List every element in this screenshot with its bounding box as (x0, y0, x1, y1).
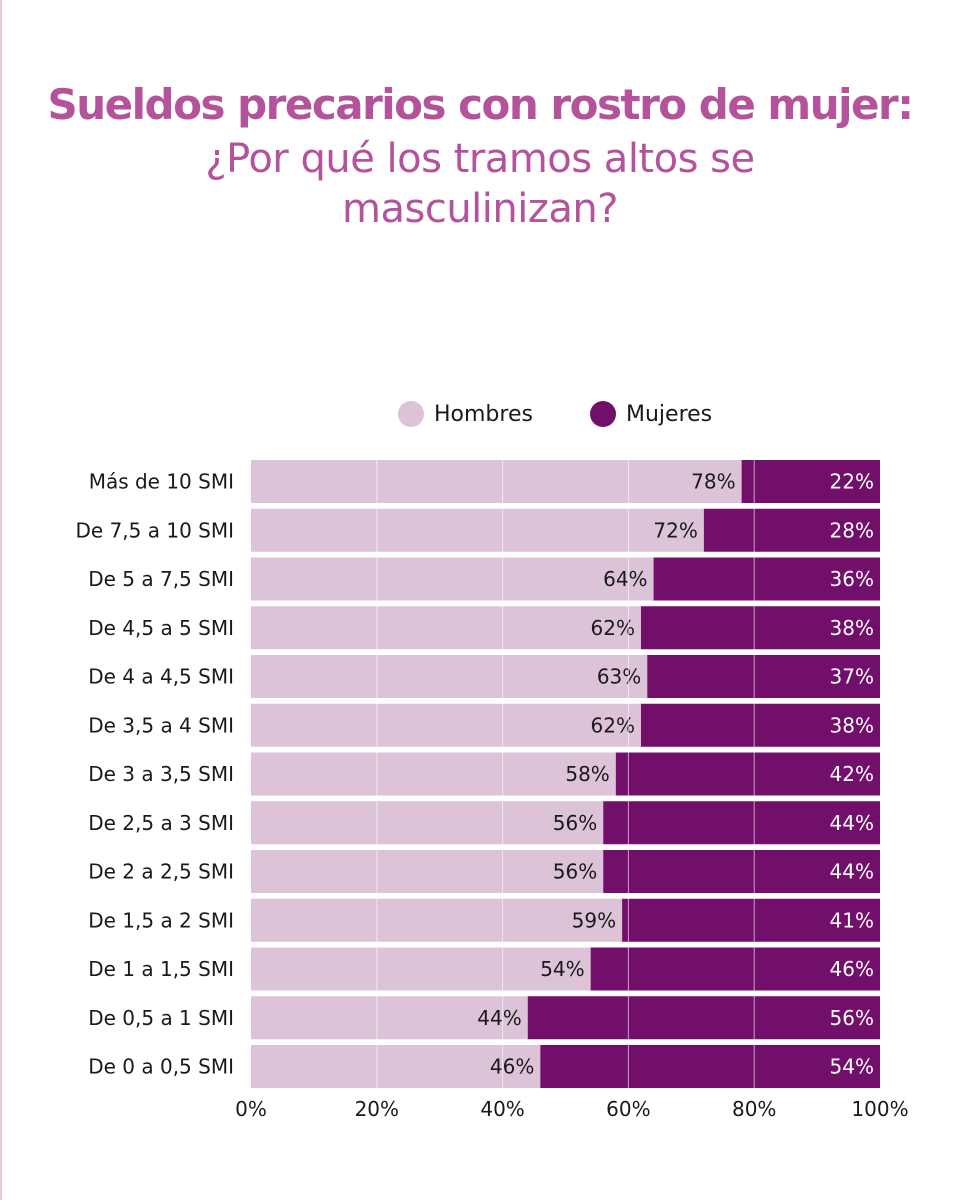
header: Sueldos precarios con rostro de mujer: ¿… (0, 78, 960, 234)
value-label-hombres: 46% (490, 1055, 534, 1079)
value-label-hombres: 56% (553, 860, 597, 884)
stacked-bar-chart: Más de 10 SMI 78% 22% De 7,5 a 10 SMI 72% 28%… (76, 460, 909, 1121)
bar-hombres (251, 655, 648, 698)
x-tick-label: 60% (606, 1097, 650, 1121)
category-label: De 2 a 2,5 SMI (88, 860, 234, 884)
bar-hombres (251, 947, 591, 991)
bar-hombres (251, 996, 528, 1040)
value-label-hombres: 62% (591, 616, 635, 640)
value-label-mujeres: 54% (830, 1055, 874, 1079)
value-label-hombres: 58% (565, 762, 609, 786)
chart-title: Sueldos precarios con rostro de mujer: (47, 80, 915, 129)
bar-hombres (251, 460, 742, 503)
x-tick-label: 80% (732, 1097, 776, 1121)
value-label-hombres: 63% (597, 665, 641, 689)
bar-mujeres (622, 898, 880, 942)
value-label-mujeres: 38% (830, 616, 874, 640)
x-tick-label: 100% (851, 1097, 908, 1121)
value-label-hombres: 56% (553, 811, 597, 835)
x-tick-label: 0% (235, 1097, 267, 1121)
bar-hombres (251, 850, 604, 893)
category-label: De 0 a 0,5 SMI (88, 1055, 234, 1079)
value-label-mujeres: 42% (830, 762, 874, 786)
value-label-mujeres: 36% (830, 567, 874, 591)
bar-hombres (251, 606, 641, 650)
bar-mujeres (603, 850, 880, 893)
category-label: De 4,5 a 5 SMI (88, 616, 234, 640)
bar-mujeres (703, 508, 880, 552)
bar-mujeres (653, 557, 880, 601)
value-label-mujeres: 44% (830, 811, 874, 835)
bar-mujeres (590, 947, 880, 991)
bar-mujeres (640, 606, 880, 650)
category-label: De 1,5 a 2 SMI (88, 908, 234, 932)
value-label-mujeres: 41% (830, 908, 874, 932)
legend-swatch-mujeres (590, 401, 616, 427)
category-label: De 0,5 a 1 SMI (88, 1006, 234, 1030)
bar-hombres (251, 801, 604, 845)
x-tick-label: 40% (480, 1097, 524, 1121)
value-label-hombres: 62% (591, 713, 635, 737)
bar-hombres (251, 898, 623, 942)
bar-mujeres (527, 996, 880, 1040)
category-label: De 3,5 a 4 SMI (88, 713, 234, 737)
value-label-hombres: 64% (603, 567, 647, 591)
x-tick-label: 20% (355, 1097, 399, 1121)
value-label-mujeres: 28% (830, 518, 874, 542)
value-label-mujeres: 38% (830, 713, 874, 737)
page-edge-line (0, 0, 2, 1200)
legend: Hombres Mujeres (0, 396, 960, 432)
legend-item-mujeres: Mujeres (590, 396, 712, 432)
value-label-mujeres: 46% (830, 957, 874, 981)
bar-hombres (251, 1045, 541, 1088)
value-label-hombres: 72% (653, 518, 697, 542)
category-label: Más de 10 SMI (89, 470, 234, 494)
legend-item-hombres: Hombres (398, 396, 533, 432)
value-label-mujeres: 22% (830, 470, 874, 494)
legend-label-hombres: Hombres (434, 401, 533, 427)
category-label: De 1 a 1,5 SMI (88, 957, 234, 981)
chart-subtitle: ¿Por qué los tramos altos se masculiniza… (205, 136, 755, 232)
category-label: De 2,5 a 3 SMI (88, 811, 234, 835)
category-label: De 4 a 4,5 SMI (88, 665, 234, 689)
value-label-hombres: 78% (691, 470, 735, 494)
legend-label-mujeres: Mujeres (626, 401, 713, 427)
category-label: De 3 a 3,5 SMI (88, 762, 234, 786)
bar-mujeres (647, 655, 880, 698)
legend-swatch-hombres (398, 401, 424, 427)
value-label-hombres: 54% (540, 957, 584, 981)
category-label: De 5 a 7,5 SMI (88, 567, 234, 591)
bar-hombres (251, 557, 654, 601)
bar-hombres (251, 752, 616, 796)
bar-mujeres (640, 703, 880, 747)
category-label: De 7,5 a 10 SMI (76, 518, 235, 542)
value-label-mujeres: 44% (830, 860, 874, 884)
value-label-hombres: 44% (477, 1006, 521, 1030)
bar-mujeres (540, 1045, 880, 1088)
value-label-mujeres: 37% (830, 665, 874, 689)
bar-mujeres (615, 752, 880, 796)
bar-mujeres (603, 801, 880, 845)
bar-hombres (251, 703, 641, 747)
value-label-hombres: 59% (572, 908, 616, 932)
bar-mujeres (741, 460, 880, 503)
bar-hombres (251, 508, 704, 552)
value-label-mujeres: 56% (830, 1006, 874, 1030)
